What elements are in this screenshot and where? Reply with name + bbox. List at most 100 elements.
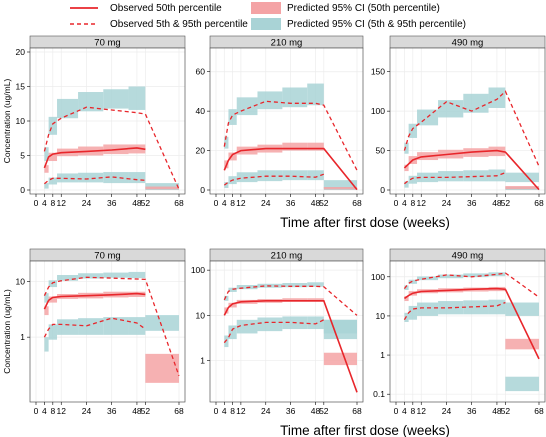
series-line-observed-95 xyxy=(403,272,540,298)
x-tick-label: 12 xyxy=(417,406,427,416)
y-tick-label: 20 xyxy=(16,47,26,57)
panel-title: 210 mg xyxy=(271,251,303,262)
x-tick-label: 0 xyxy=(394,406,399,416)
y-tick-label: 0.1 xyxy=(373,389,385,399)
ci-band-95th xyxy=(48,280,58,288)
y-tick-label: 1 xyxy=(200,356,205,366)
ci-band-95th xyxy=(103,89,129,109)
y-tick-label: 40 xyxy=(196,106,206,116)
series-line-observed-50 xyxy=(223,299,358,393)
x-axis-title: Time after first dose (weeks) xyxy=(280,423,450,437)
panel-title: 70 mg xyxy=(94,38,120,49)
x-tick-label: 24 xyxy=(261,406,271,416)
panel-frame xyxy=(29,260,186,403)
panel-frame xyxy=(389,47,546,195)
x-tick-label: 4 xyxy=(42,198,47,208)
ci-band-95th xyxy=(128,271,146,279)
ci-band-5th xyxy=(128,317,146,335)
ci-band-5th xyxy=(307,316,324,330)
plot-content xyxy=(30,261,185,402)
panel-frame xyxy=(389,260,546,403)
ci-band-50th xyxy=(228,152,237,161)
x-tick-label: 12 xyxy=(236,406,246,416)
ci-band-95th xyxy=(128,86,146,110)
ci-band-50th xyxy=(505,186,539,190)
ci-band-5th xyxy=(78,318,104,335)
y-tick-label: 100 xyxy=(371,272,385,282)
panel-title: 210 mg xyxy=(271,38,303,49)
ci-band-95th xyxy=(488,272,506,277)
y-tick-label: 10 xyxy=(376,311,386,321)
plot-area xyxy=(390,48,545,194)
y-tick-label: 1 xyxy=(380,350,385,360)
ci-band-5th xyxy=(488,299,506,315)
series-line-observed-5 xyxy=(403,301,506,321)
x-tick-label: 12 xyxy=(57,198,67,208)
ci-band-95th xyxy=(282,87,308,108)
legend-label-observed-50: Observed 50th percentile xyxy=(110,3,222,14)
ci-band-50th xyxy=(505,338,539,350)
y-tick-label: 10 xyxy=(196,310,206,320)
x-tick-label: 48 xyxy=(492,406,502,416)
ci-band-95th xyxy=(257,91,283,110)
y-tick-label: 1 xyxy=(20,332,25,342)
ci-band-5th xyxy=(257,170,283,182)
x-tick-label: 4 xyxy=(402,406,407,416)
ci-band-95th xyxy=(57,275,79,281)
legend-label-predicted-ci-50: Predicted 95% CI (50th percentile) xyxy=(287,3,440,14)
x-tick-label: 0 xyxy=(214,198,219,208)
series-line-observed-50 xyxy=(223,147,358,191)
x-tick-label: 0 xyxy=(394,198,399,208)
legend-label-predicted-ci-5-95: Predicted 95% CI (5th & 95th percentile) xyxy=(287,19,466,30)
x-tick-label: 0 xyxy=(34,198,39,208)
ci-band-95th xyxy=(224,136,229,149)
y-tick-label: 0 xyxy=(20,185,25,195)
ci-band-5th xyxy=(417,302,439,316)
ci-band-95th xyxy=(224,295,229,301)
y-axis-title: Concentration (ug/mL) xyxy=(2,79,12,164)
ci-band-95th xyxy=(307,282,324,287)
ci-band-50th xyxy=(44,306,49,316)
ci-band-5th xyxy=(48,177,58,185)
ci-band-95th xyxy=(505,172,539,183)
x-tick-label: 12 xyxy=(417,198,427,208)
y-tick-label: 0 xyxy=(200,185,205,195)
series-line-observed-95 xyxy=(43,106,180,190)
x-tick-label: 8 xyxy=(230,198,235,208)
plot-content xyxy=(390,48,545,194)
x-tick-label: 4 xyxy=(222,198,227,208)
ci-band-50th xyxy=(145,186,179,190)
x-tick-label: 0 xyxy=(34,406,39,416)
x-tick-label: 48 xyxy=(132,406,142,416)
ci-band-95th xyxy=(44,293,49,303)
series-line-observed-5 xyxy=(43,317,146,338)
ci-band-95th xyxy=(404,142,409,154)
x-tick-label: 52 xyxy=(319,198,329,208)
legend: Observed 50th percentile Observed 5th & … xyxy=(70,2,466,30)
y-tick-label: 150 xyxy=(371,67,385,77)
series-line-observed-50 xyxy=(403,149,540,191)
x-tick-label: 24 xyxy=(261,198,271,208)
x-tick-label: 68 xyxy=(174,198,184,208)
legend-label-observed-5-95: Observed 5th & 95th percentile xyxy=(110,19,248,30)
x-tick-label: 36 xyxy=(286,406,296,416)
ci-band-95th xyxy=(323,319,357,340)
y-axis-titles: Concentration (ug/mL) Concentration (ug/m… xyxy=(2,79,12,374)
x-tick-label: 68 xyxy=(534,406,544,416)
x-axis-titles: Time after first dose (weeks) Time after … xyxy=(280,215,450,437)
y-axis-title: Concentration (ug/mL) xyxy=(2,289,12,374)
ci-band-95th xyxy=(78,92,104,112)
ci-band-5th xyxy=(404,181,409,188)
ci-band-50th xyxy=(404,296,409,302)
y-tick-label: 20 xyxy=(196,146,206,156)
ci-band-95th xyxy=(438,100,464,118)
ci-band-5th xyxy=(44,337,49,352)
ci-band-5th xyxy=(505,376,539,392)
panel-frame xyxy=(209,260,364,403)
x-tick-label: 68 xyxy=(174,406,184,416)
